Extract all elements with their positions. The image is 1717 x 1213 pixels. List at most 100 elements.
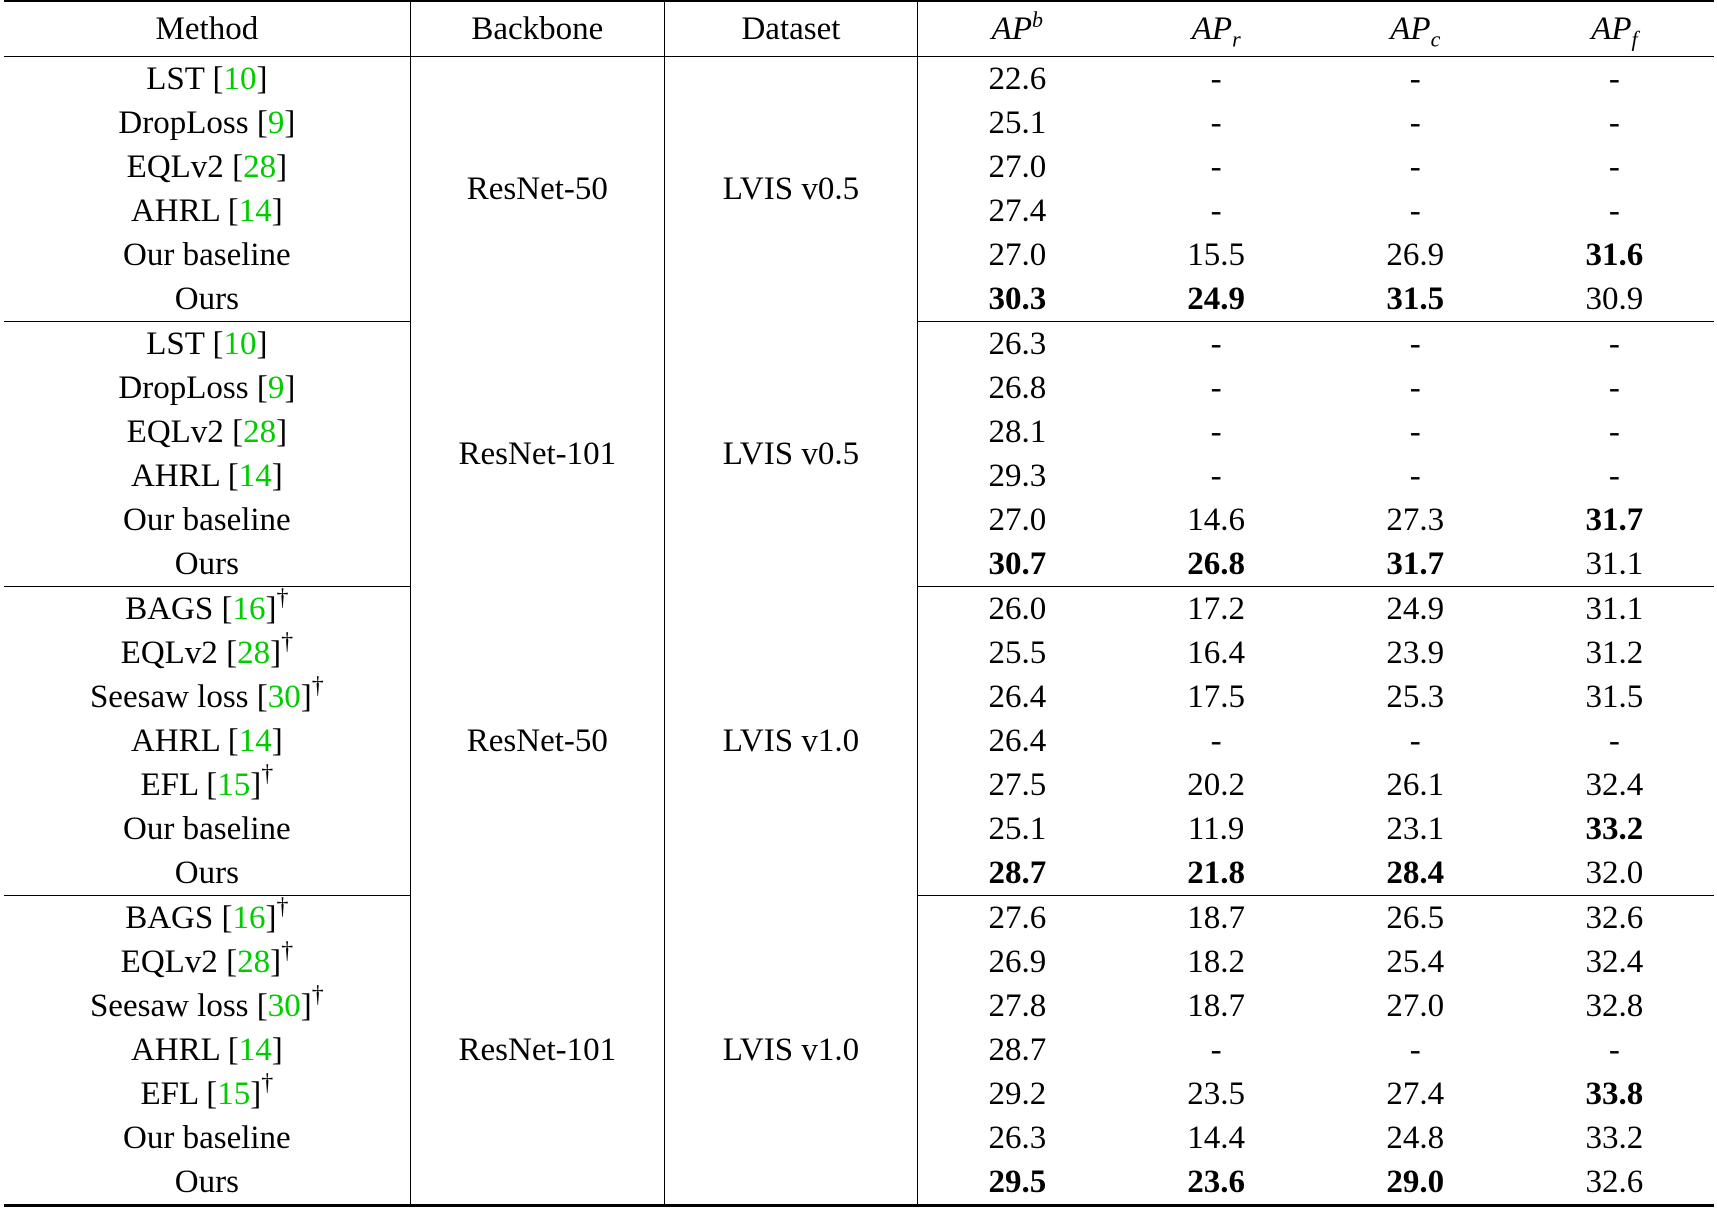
- value-apb: 25.1: [988, 811, 1047, 847]
- dagger-mark: †: [276, 585, 289, 611]
- method-cell: AHRL [14]: [4, 454, 411, 498]
- value-apc: 27.0: [1386, 988, 1445, 1024]
- cite-bracket: [: [219, 1032, 239, 1068]
- citation-link: 30: [267, 988, 301, 1024]
- table-row: Our baseline 27.0 15.5 26.9 31.6: [4, 233, 1714, 277]
- citation-link: 28: [237, 635, 271, 671]
- citation-link: 15: [217, 767, 251, 803]
- value-apr: 18.2: [1187, 944, 1246, 980]
- value-apc: 26.1: [1386, 767, 1445, 803]
- value-apc: 26.5: [1386, 900, 1445, 936]
- header-backbone: Backbone: [410, 1, 665, 57]
- method-name: EFL: [140, 1076, 198, 1112]
- cite-bracket: ]: [265, 591, 277, 627]
- metric-base: AP: [991, 11, 1032, 47]
- value-apc: 23.1: [1386, 811, 1445, 847]
- value-apb: 28.7: [988, 1032, 1047, 1068]
- cite-bracket: [: [204, 326, 224, 362]
- value-apr: 26.8: [1116, 542, 1316, 587]
- value-apr: 17.2: [1187, 591, 1246, 627]
- results-table: Method Backbone Dataset APb APr APc APf …: [4, 0, 1714, 1207]
- cite-bracket: [: [219, 193, 239, 229]
- method-cell: Ours: [4, 542, 411, 587]
- method-name: BAGS: [125, 591, 214, 627]
- value-apf: 32.6: [1585, 900, 1644, 936]
- value-apf: 32.0: [1514, 851, 1714, 896]
- method-name: LST: [146, 61, 205, 97]
- table-row: EQLv2 [28] 27.0 - - -: [4, 145, 1714, 189]
- method-cell: Seesaw loss [30]†: [4, 674, 411, 719]
- method-cell: BAGS [16]†: [4, 585, 411, 631]
- cite-bracket: ]: [271, 193, 283, 229]
- method-name: DropLoss: [118, 370, 249, 406]
- dataset-cell: LVIS v1.0: [664, 895, 919, 1206]
- value-apf: 33.8: [1585, 1076, 1644, 1112]
- table-row: Our baseline 27.0 14.6 27.3 31.7: [4, 498, 1714, 542]
- value-apb: 27.5: [988, 767, 1047, 803]
- method-name: AHRL: [130, 723, 220, 759]
- table-row: AHRL [14] 29.3 - - -: [4, 454, 1714, 498]
- method-cell: EQLv2 [28]: [4, 145, 411, 189]
- backbone-cell: ResNet-50: [410, 56, 665, 322]
- cite-bracket: ]: [250, 767, 262, 803]
- citation-link: 28: [243, 414, 277, 450]
- value-apr: -: [1210, 149, 1222, 185]
- value-apf: -: [1608, 149, 1620, 185]
- value-apc: 24.9: [1386, 591, 1445, 627]
- value-apb: 26.4: [988, 679, 1047, 715]
- method-name: Our baseline: [123, 502, 291, 538]
- backbone-cell: ResNet-50: [410, 586, 665, 896]
- value-apc: 24.8: [1386, 1120, 1445, 1156]
- method-cell: Ours: [4, 277, 411, 322]
- table-row: Our baseline 25.1 11.9 23.1 33.2: [4, 807, 1714, 851]
- value-apr: 20.2: [1187, 767, 1246, 803]
- value-apr: 18.7: [1187, 988, 1246, 1024]
- value-apc: -: [1409, 61, 1421, 97]
- dataset-cell: LVIS v0.5: [664, 56, 919, 322]
- method-name: EQLv2: [120, 635, 218, 671]
- method-cell: EQLv2 [28]†: [4, 630, 411, 675]
- value-apb: 30.7: [917, 542, 1117, 587]
- value-apb: 26.3: [988, 1120, 1047, 1156]
- metric-script: c: [1430, 26, 1441, 52]
- header-row: Method Backbone Dataset APb APr APc APf: [4, 1, 1714, 57]
- table-row: Ours 29.5 23.6 29.0 32.6: [4, 1160, 1714, 1206]
- cite-bracket: ]: [271, 723, 283, 759]
- value-apf: -: [1608, 61, 1620, 97]
- value-apf: 31.7: [1585, 502, 1644, 538]
- value-apr: 23.5: [1187, 1076, 1246, 1112]
- citation-link: 14: [238, 723, 272, 759]
- method-name: Ours: [174, 855, 239, 891]
- header-ap-b: APb: [917, 1, 1117, 57]
- value-apf: 33.2: [1585, 811, 1644, 847]
- cite-bracket: [: [217, 944, 238, 980]
- table-row: Ours 28.7 21.8 28.4 32.0: [4, 851, 1714, 896]
- cite-bracket: ]: [284, 105, 296, 141]
- cite-bracket: [: [204, 61, 224, 97]
- method-cell: Ours: [4, 851, 411, 896]
- value-apc: 23.9: [1386, 635, 1445, 671]
- dagger-mark: †: [311, 982, 324, 1008]
- cite-bracket: [: [248, 679, 268, 715]
- table-row: LST [10] ResNet-101 LVIS v0.5 26.3- - -: [4, 321, 1714, 587]
- citation-link: 16: [232, 900, 266, 936]
- cite-bracket: [: [223, 149, 244, 185]
- value-apc: 29.0: [1386, 1164, 1445, 1200]
- results-table-wrapper: Method Backbone Dataset APb APr APc APf …: [4, 0, 1714, 1207]
- table-row: Seesaw loss [30]† 26.4 17.5 25.3 31.5: [4, 674, 1714, 719]
- value-apc: -: [1409, 458, 1421, 494]
- cite-bracket: ]: [265, 900, 277, 936]
- value-apr: 15.5: [1187, 237, 1246, 273]
- value-apr: -: [1210, 723, 1222, 759]
- table-row: LST [10] ResNet-50 LVIS v0.5 22.6- - -: [4, 56, 1714, 322]
- value-apb: 30.3: [917, 277, 1117, 322]
- cite-bracket: [: [219, 723, 239, 759]
- value-apc: -: [1409, 723, 1421, 759]
- value-apb: 29.3: [988, 458, 1047, 494]
- method-cell: Seesaw loss [30]†: [4, 982, 411, 1028]
- header-ap-f: APf: [1514, 1, 1714, 57]
- value-apf: 31.1: [1514, 542, 1714, 587]
- value-apc: 27.3: [1386, 502, 1445, 538]
- dataset-cell: LVIS v0.5: [664, 321, 919, 587]
- value-apc: 26.9: [1386, 237, 1445, 273]
